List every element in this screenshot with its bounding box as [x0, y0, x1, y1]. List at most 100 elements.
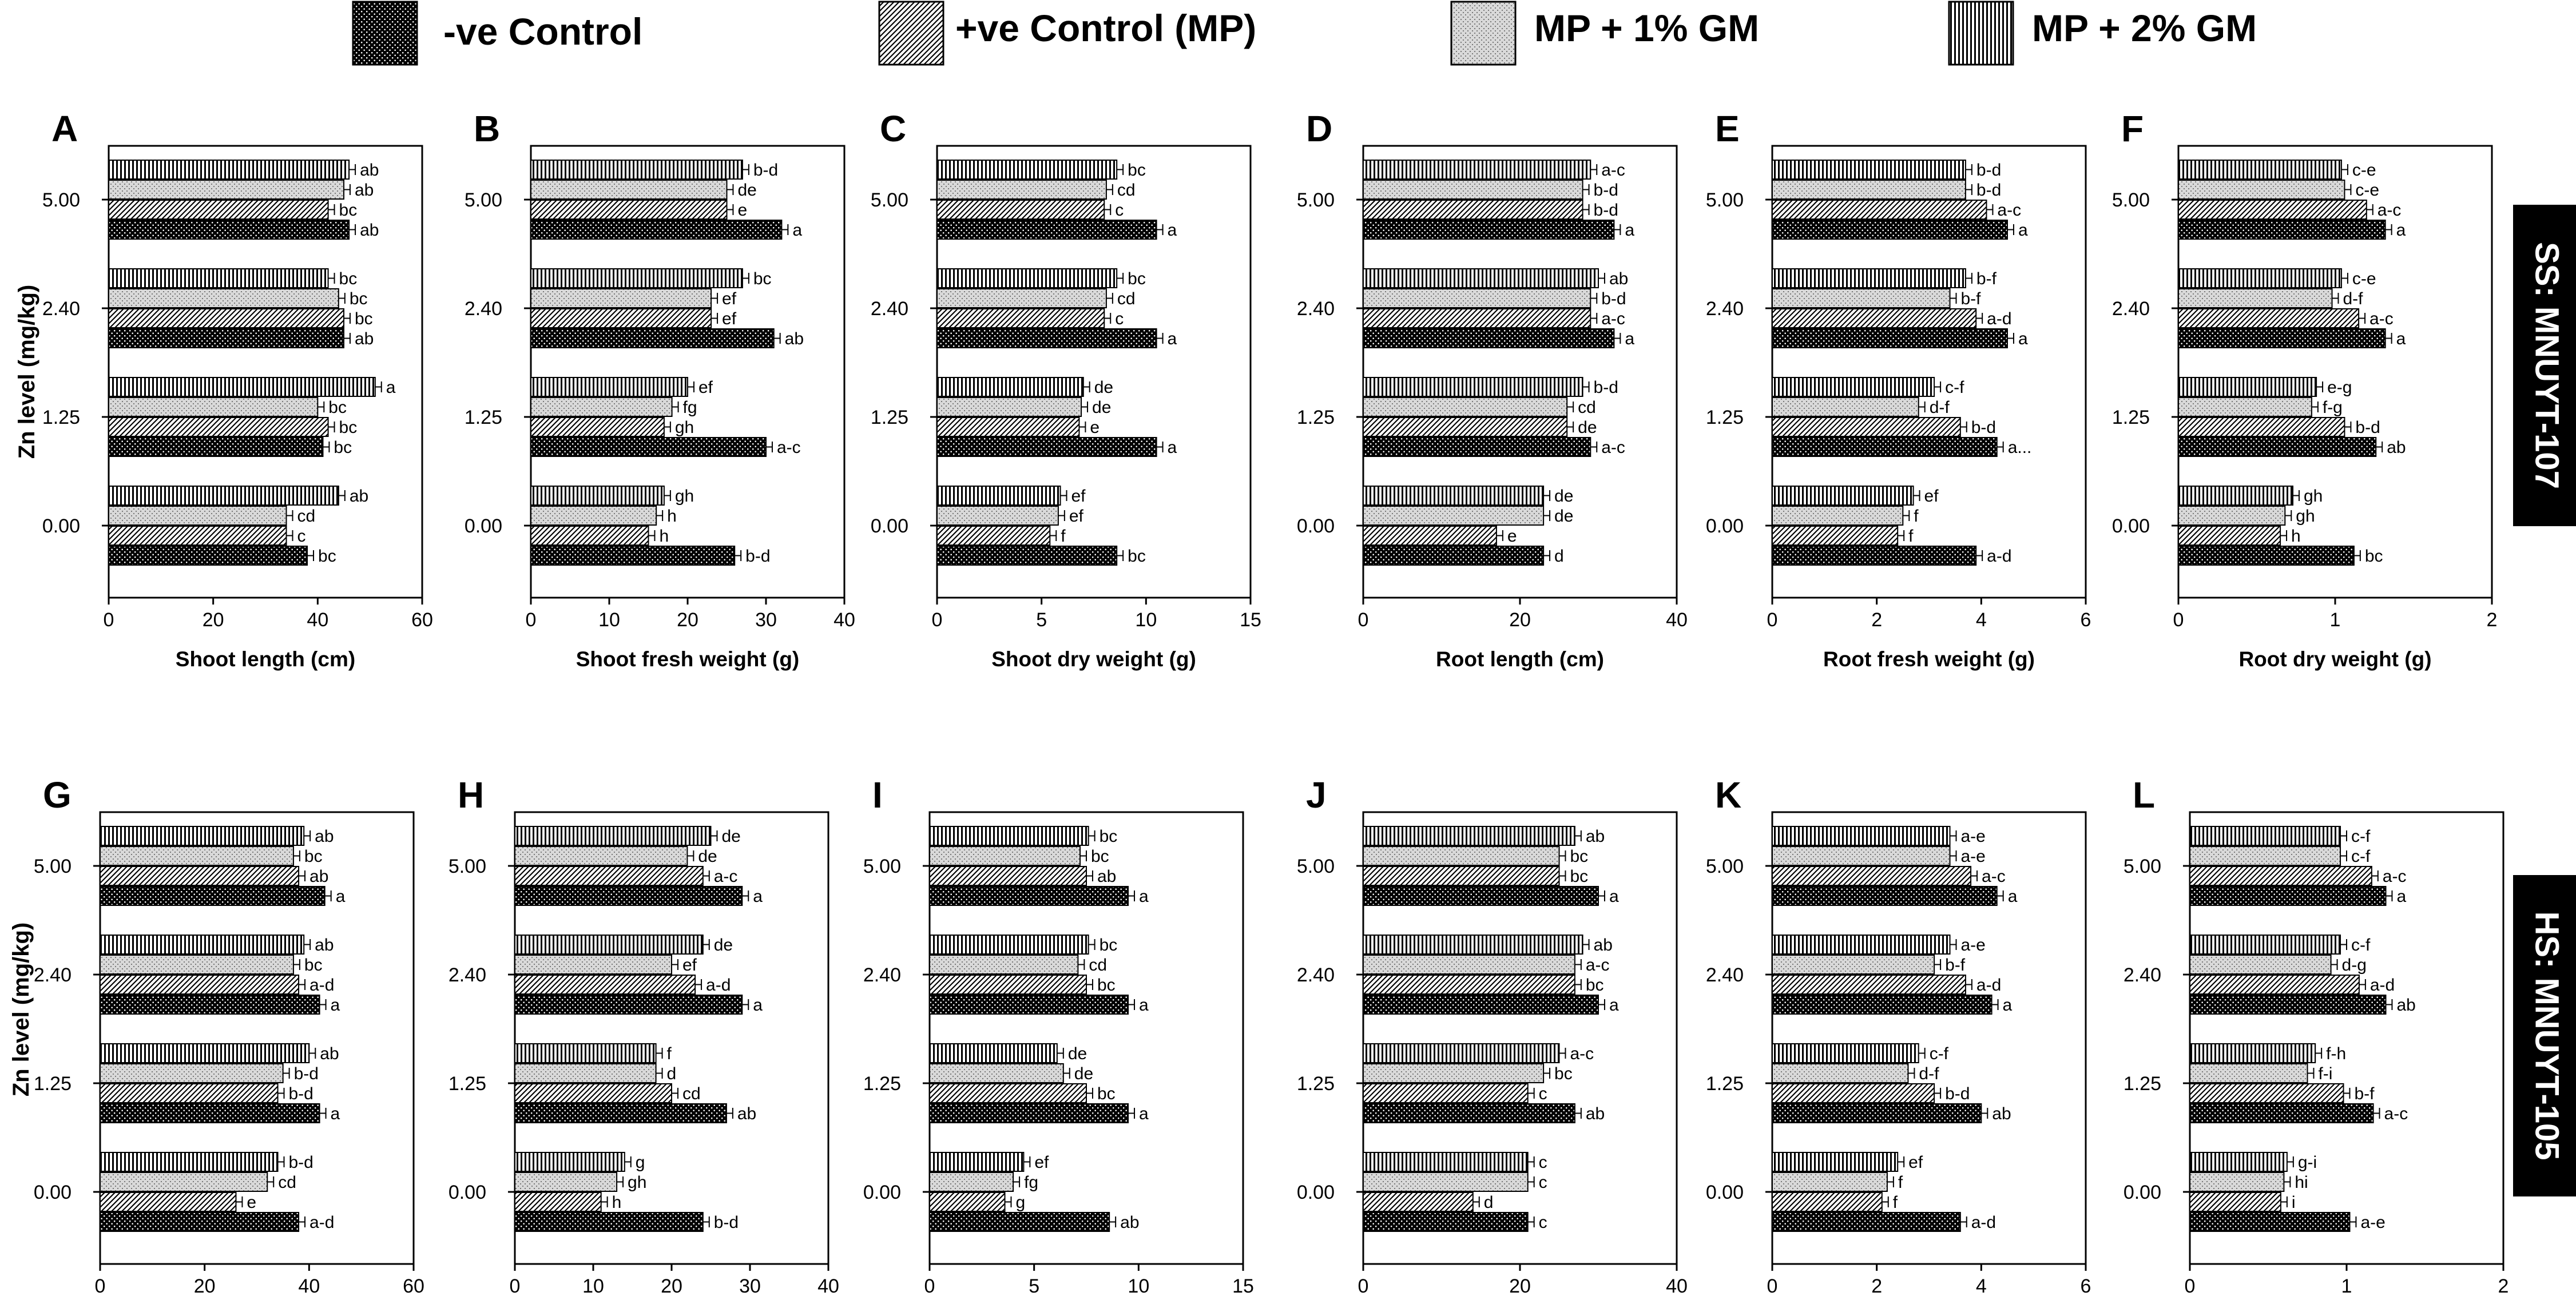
panel-g-bar-ve-control-mp-5-00 [100, 866, 300, 886]
panel-d-bar-ve-control-2-40-letter: a [1625, 329, 1634, 348]
panel-i-bar-mp-2-gm-5-00 [929, 826, 1089, 846]
panel-i-xtick-0: 0 [924, 1275, 935, 1297]
panel-c-xtick-15: 15 [1240, 609, 1261, 631]
panel-c-bar-mp-2-gm-1-25 [936, 377, 1084, 397]
panel-b-bar-ve-control-mp-1-25-letter: gh [675, 418, 694, 437]
panel-i-bar-mp-2-gm-0-00 [929, 1152, 1025, 1172]
panel-i-xtick-5: 5 [1029, 1275, 1039, 1297]
panel-h-bar-ve-control-0-00-letter: b-d [714, 1213, 739, 1232]
panel-k-xtick-2: 2 [1871, 1275, 1882, 1297]
panel-f-xtick-2: 2 [2487, 609, 2498, 631]
panel-e-bar-ve-control-mp-2-40-letter: a-d [1987, 309, 2011, 328]
panel-j-xtick-0: 0 [1358, 1275, 1369, 1297]
panel-j-bar-ve-control-1-25 [1363, 1103, 1575, 1123]
panel-k-bar-mp-2-gm-5-00-letter: a-e [1960, 827, 1985, 846]
panel-h-bar-ve-control-mp-0-00 [514, 1192, 602, 1212]
panel-g-bar-ve-control-mp-1-25 [100, 1083, 279, 1103]
panel-g-bar-mp-1-gm-5-00-letter: bc [304, 847, 323, 866]
panel-j-bar-ve-control-mp-2-40-letter: bc [1586, 976, 1604, 995]
panel-i-bar-ve-control-0-00-letter: ab [1120, 1213, 1139, 1232]
panel-h-bar-mp-1-gm-1-25 [514, 1063, 657, 1083]
panel-c-bar-mp-2-gm-2-40-letter: bc [1128, 269, 1146, 288]
panel-g-bar-ve-control-5-00-letter: a [336, 887, 346, 906]
panel-k-bar-mp-1-gm-2-40 [1772, 955, 1935, 975]
panel-l-xtick-2: 2 [2498, 1275, 2509, 1297]
panel-b-bar-ve-control-mp-2-40 [530, 308, 712, 328]
panel-g-bar-ve-control-5-00 [100, 886, 326, 906]
panel-b-bar-ve-control-2-40-letter: ab [785, 329, 804, 348]
panel-l-xtick-1: 1 [2341, 1275, 2352, 1297]
panel-a-bar-mp-1-gm-1-25 [108, 397, 319, 417]
panel-g-ytick-0-00: 0.00 [34, 1182, 72, 1203]
panel-g: G0204060Shoot length (cm)0.00b-dcdea-d1.… [34, 774, 424, 1297]
panel-c-bar-ve-control-mp-0-00 [936, 526, 1051, 546]
panel-l-bar-ve-control-mp-1-25-letter: b-f [2354, 1084, 2375, 1103]
panel-i-bar-ve-control-5-00 [929, 886, 1129, 906]
panel-k-bar-ve-control-mp-5-00 [1772, 866, 1972, 886]
panel-b-bar-ve-control-0-00 [530, 546, 736, 566]
panel-i-bar-mp-1-gm-0-00-letter: fg [1024, 1173, 1038, 1192]
panel-g-bar-ve-control-mp-5-00-letter: ab [309, 867, 328, 886]
panel-l-bar-mp-1-gm-2-40-letter: d-g [2342, 956, 2367, 975]
panel-f-bar-ve-control-2-40-letter: a [2396, 329, 2406, 348]
panel-e-bar-mp-2-gm-5-00-letter: b-d [1976, 161, 2001, 180]
panel-f-bar-ve-control-0-00 [2178, 546, 2355, 566]
panel-e-bar-mp-2-gm-5-00 [1772, 160, 1966, 180]
panel-g-bar-ve-control-0-00 [100, 1212, 300, 1232]
panel-e-bar-ve-control-2-40-letter: a [2018, 329, 2028, 348]
panel-f-bar-mp-2-gm-0-00 [2178, 486, 2294, 506]
panel-a-bar-mp-2-gm-5-00-letter: ab [360, 161, 379, 180]
panel-a-bar-mp-2-gm-1-25-letter: a [386, 378, 396, 397]
panel-i-bar-ve-control-mp-0-00 [929, 1192, 1006, 1212]
panel-a-bar-mp-2-gm-1-25 [108, 377, 376, 397]
panel-b-bar-mp-2-gm-0-00-letter: gh [675, 487, 694, 506]
panel-e-bar-mp-2-gm-2-40-letter: b-f [1976, 269, 1997, 288]
panel-e-ytick-2-40: 2.40 [1706, 298, 1744, 320]
panel-a-bar-ve-control-1-25-letter: bc [334, 438, 352, 457]
panel-i-bar-mp-2-gm-1-25-letter: de [1068, 1044, 1087, 1063]
panel-b-xtick-20: 20 [677, 609, 698, 631]
panel-d-bar-mp-1-gm-2-40 [1363, 288, 1591, 308]
panel-i-bar-mp-1-gm-5-00 [929, 846, 1081, 866]
panel-a-bar-mp-1-gm-0-00 [108, 506, 287, 526]
panel-f-bar-mp-1-gm-0-00 [2178, 506, 2286, 526]
panel-k-plot-frame [1771, 811, 2087, 1265]
panel-g-letter: G [43, 774, 72, 816]
panel-l-ytick-2-40: 2.40 [2123, 964, 2161, 986]
panel-d-bar-ve-control-1-25 [1363, 437, 1591, 457]
panel-d-bar-mp-1-gm-1-25 [1363, 397, 1568, 417]
panel-l-bar-ve-control-mp-0-00-letter: i [2292, 1193, 2296, 1212]
panel-d-bar-mp-2-gm-2-40-letter: ab [1609, 269, 1628, 288]
panel-k-bar-mp-1-gm-2-40-letter: b-f [1945, 956, 1966, 975]
panel-a-bar-ve-control-1-25 [108, 437, 324, 457]
panel-k-bar-ve-control-mp-2-40 [1772, 975, 1966, 995]
panel-h-bar-mp-1-gm-0-00 [514, 1172, 618, 1192]
panel-a-bar-ve-control-mp-2-40-letter: bc [355, 309, 373, 328]
panel-l-bar-ve-control-mp-2-40 [2189, 975, 2360, 995]
panel-j-bar-mp-2-gm-0-00-letter: c [1539, 1153, 1547, 1172]
panel-d-bar-ve-control-0-00 [1363, 546, 1545, 566]
panel-f-bar-mp-2-gm-1-25-letter: e-g [2327, 378, 2352, 397]
panel-a-bar-mp-1-gm-0-00-letter: cd [297, 507, 315, 526]
panel-h-xtick-20: 20 [661, 1275, 682, 1297]
panel-l-bar-ve-control-mp-5-00 [2189, 866, 2372, 886]
panel-h-bar-ve-control-mp-1-25-letter: cd [682, 1084, 701, 1103]
panel-e-ytick-0-00: 0.00 [1706, 515, 1744, 537]
panel-f-bar-ve-control-mp-1-25 [2178, 417, 2345, 437]
panel-e-bar-ve-control-mp-1-25 [1772, 417, 1961, 437]
panel-c-bar-ve-control-1-25 [936, 437, 1157, 457]
panel-l-bar-mp-2-gm-5-00-letter: c-f [2351, 827, 2371, 846]
panel-h: H010203040Shoot fresh weight (g)0.00gghh… [448, 774, 839, 1297]
panel-i-bar-ve-control-0-00 [929, 1212, 1110, 1232]
panel-d-xlabel: Root length (cm) [1436, 647, 1604, 671]
panel-j-bar-mp-1-gm-2-40 [1363, 955, 1575, 975]
panel-h-bar-mp-2-gm-0-00-letter: g [636, 1153, 645, 1172]
panel-l-bar-ve-control-2-40-letter: ab [2396, 996, 2415, 1015]
panel-b-bar-mp-1-gm-0-00 [530, 506, 657, 526]
panel-i-ytick-2-40: 2.40 [863, 964, 901, 986]
side-label-hs: HS: MNUYT-105 [2529, 911, 2566, 1160]
panel-f-bar-ve-control-mp-2-40 [2178, 308, 2360, 328]
panel-h-bar-ve-control-2-40 [514, 995, 743, 1015]
panel-h-bar-mp-1-gm-0-00-letter: gh [628, 1173, 646, 1192]
